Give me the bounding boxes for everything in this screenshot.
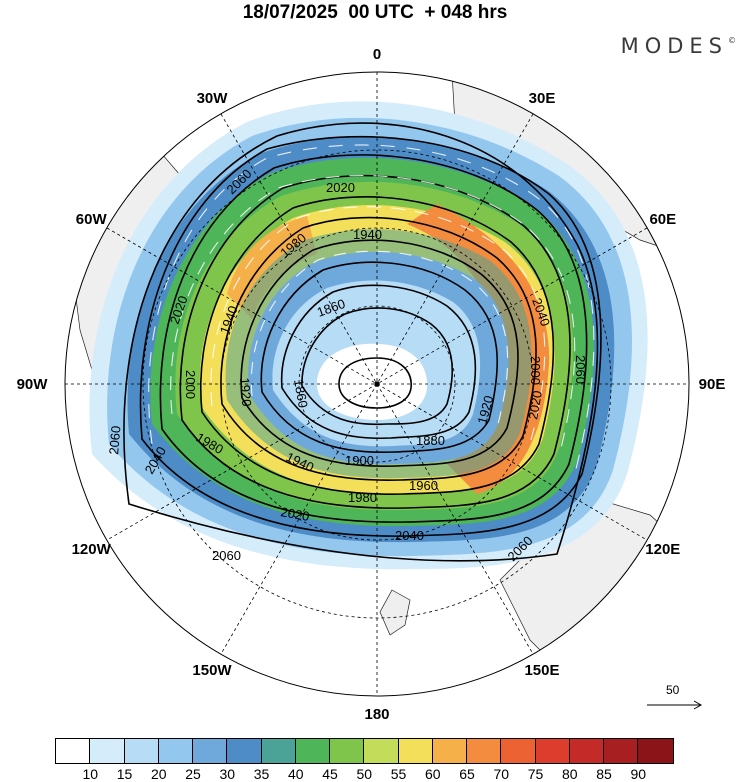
- colorbar-tick-label: 35: [253, 766, 270, 782]
- colorbar-tick-label: 10: [82, 766, 99, 782]
- contour-label: 2020: [525, 389, 545, 420]
- height-contours: [123, 122, 602, 562]
- colorbar-tick-label: 20: [150, 766, 167, 782]
- colorbar-cell: [227, 739, 262, 763]
- contour-label: 1900: [345, 453, 374, 468]
- colorbar-cell: [501, 739, 536, 763]
- colorbar-tick-label: 70: [493, 766, 510, 782]
- longitude-label: 0: [373, 46, 381, 63]
- colorbar-tick-label: 65: [459, 766, 475, 782]
- contour-label: 2040: [395, 528, 424, 543]
- longitude-label: 150E: [524, 662, 559, 679]
- longitude-label: 120E: [645, 541, 680, 558]
- colorbar-cell: [124, 739, 159, 763]
- colorbar-cell: [56, 739, 91, 763]
- longitude-label: 150W: [192, 662, 232, 679]
- contour-label: 2060: [212, 548, 241, 563]
- contour-label: 1980: [348, 490, 377, 505]
- colorbar-tick-label: 60: [424, 766, 441, 782]
- contour-label: 1880: [416, 433, 445, 448]
- brand-logo: MODES©: [621, 34, 736, 58]
- colorbar-cell: [193, 739, 228, 763]
- longitude-label: 180: [364, 706, 389, 723]
- colorbar: [55, 738, 674, 764]
- colorbar-cell: [295, 739, 330, 763]
- colorbar-tick-label: 55: [390, 766, 407, 782]
- colorbar-tick-label: 75: [527, 766, 544, 782]
- contour-label: 1960: [409, 478, 438, 493]
- contour-label: 2060: [106, 425, 123, 455]
- reference-vector-arrow: [647, 700, 703, 710]
- colorbar-cell: [261, 739, 296, 763]
- colorbar-cell: [158, 739, 193, 763]
- reference-vector-label: 50: [666, 683, 680, 697]
- colorbar-tick-label: 25: [185, 766, 201, 782]
- colorbar-cell: [569, 739, 604, 763]
- contour-label: 2020: [326, 180, 355, 195]
- wind-vectors: [148, 144, 595, 470]
- colorbar-cell: [638, 739, 673, 763]
- colorbar-cell: [432, 739, 467, 763]
- colorbar-tick-label: 90: [630, 766, 647, 782]
- contour-label: 1860: [291, 378, 311, 409]
- map-border: [64, 71, 690, 697]
- longitude-label: 60E: [649, 211, 676, 228]
- contour-label: 1920: [237, 377, 254, 407]
- contour-label: 2000: [528, 356, 543, 385]
- colorbar-tick-label: 45: [322, 766, 338, 782]
- colorbar-cell: [604, 739, 639, 763]
- contour-labels: 2060 2020 1980 1940 2020 1940 1860 2000 …: [106, 166, 588, 564]
- longitude-label: 30E: [529, 90, 556, 107]
- colorbar-tick-label: 30: [219, 766, 236, 782]
- longitude-labels: 0 30E 60E 90E 120E 150E 180 150W 120W 90W 60W 30W: [17, 46, 726, 723]
- pole-marker: [374, 381, 380, 387]
- colorbar-cell: [330, 739, 365, 763]
- longitude-label: 120W: [72, 541, 112, 558]
- polar-map: 0 30E 60E 90E 120E 150E 180 150W 120W 90W 60W 30W 2…: [17, 46, 726, 723]
- contour-label: 2020: [279, 504, 310, 524]
- colorbar-tick-label: 40: [287, 766, 304, 782]
- map-disc: [69, 72, 689, 691]
- contour-label: 1940: [353, 227, 382, 242]
- colorbar-cell: [535, 739, 570, 763]
- colorbar-cell: [467, 739, 502, 763]
- contour-label: 2060: [573, 355, 588, 384]
- colorbar-cell: [364, 739, 399, 763]
- colorbar-tick-label: 85: [596, 766, 612, 782]
- colorbar-tick-label: 50: [356, 766, 373, 782]
- longitude-label: 90E: [699, 376, 726, 393]
- colorbar-cell: [398, 739, 433, 763]
- map-title: 18/07/2025 00 UTC + 048 hrs: [242, 2, 508, 23]
- brand-mark: ©: [728, 36, 736, 45]
- colorbar-cell: [90, 739, 125, 763]
- colorbar-tick-label: 15: [116, 766, 133, 782]
- contour-label: 2000: [183, 370, 198, 399]
- colorbar-tick-label: 80: [561, 766, 578, 782]
- brand-name: MODES: [620, 34, 728, 58]
- longitude-label: 90W: [17, 376, 49, 393]
- contour-label: 1920: [474, 394, 496, 426]
- longitude-label: 60W: [76, 211, 108, 228]
- longitude-label: 30W: [197, 90, 229, 107]
